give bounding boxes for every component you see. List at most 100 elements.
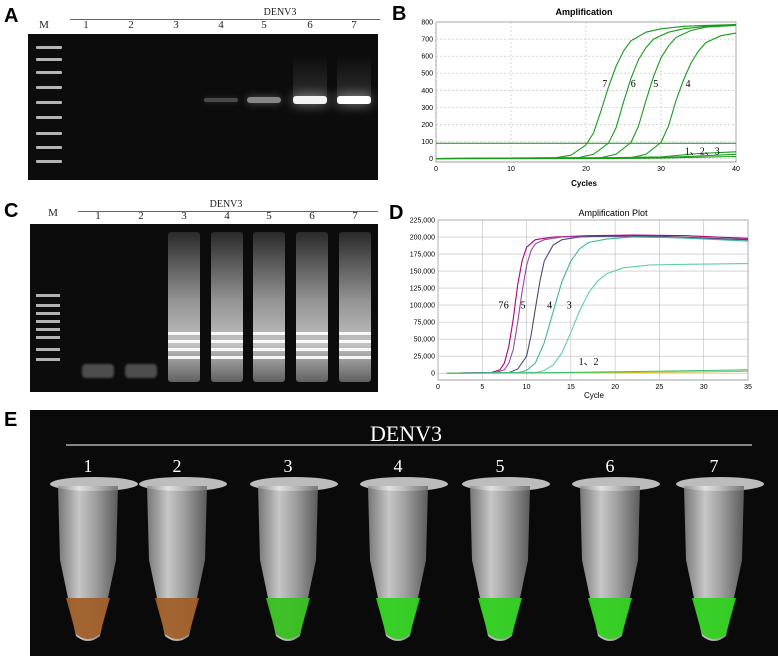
chart-d-annotation: 7 — [498, 301, 503, 312]
x-tick-label: 0 — [436, 384, 440, 391]
panel-e-letter: E — [4, 409, 18, 431]
x-tick-label: 0 — [434, 166, 438, 173]
panel-b-letter: B — [392, 3, 407, 25]
gel-c-ladder-band-product — [211, 348, 243, 351]
x-tick-label: 35 — [744, 384, 752, 391]
gel-c-rule — [78, 211, 378, 212]
series-5-line — [446, 235, 749, 374]
gel-c-ladder-band — [36, 320, 60, 323]
gel-c-ladder-band — [36, 348, 60, 351]
tube-liquid — [478, 598, 522, 639]
gel-a-band — [204, 97, 238, 102]
y-tick-label: 0 — [431, 371, 435, 378]
tubes-title: DENV3 — [370, 421, 442, 446]
gel-a-lane-label: 7 — [351, 19, 357, 31]
gel-c-ladder-band-product — [339, 332, 371, 335]
x-tick-label: 30 — [657, 166, 665, 173]
gel-c-smear — [339, 232, 371, 382]
chart-b-xlabel: Cycles — [571, 179, 597, 188]
gel-c-lane-label: 3 — [181, 210, 187, 222]
gel-c-ladder-band-product — [211, 356, 243, 359]
chart-d-annotation: 3 — [567, 301, 572, 312]
gel-a-ladder-band — [36, 146, 62, 149]
tube — [462, 477, 550, 641]
gel-c-ladder-band-product — [339, 340, 371, 343]
gel-a-rule — [70, 19, 380, 20]
gel-c-smear — [211, 232, 243, 382]
gel-c-ladder-band — [36, 358, 60, 361]
chart-b-annotation: 4 — [686, 79, 691, 90]
gel-a-smear — [337, 54, 371, 99]
gel-a-lane-label: 4 — [218, 19, 224, 31]
y-tick-label: 700 — [421, 37, 433, 44]
gel-a-smear — [293, 54, 327, 99]
gel-c-ladder-band-product — [211, 340, 243, 343]
x-tick-label: 5 — [480, 384, 484, 391]
tube — [50, 477, 138, 641]
y-tick-label: 300 — [421, 105, 433, 112]
gel-c-lane-label: 2 — [138, 210, 144, 222]
chart-b-annotation: 1、2、3 — [685, 146, 720, 157]
chart-b-title: Amplification — [555, 7, 612, 17]
gel-c-lane-label: 4 — [224, 210, 230, 222]
tube-liquid — [266, 598, 310, 639]
tube-liquid — [692, 598, 736, 639]
gel-c-ladder-band-product — [168, 340, 200, 343]
y-tick-label: 500 — [421, 71, 433, 78]
chart-b-annotations: 7 6 5 4 1、2、3 — [602, 79, 720, 157]
tube-liquid — [155, 598, 199, 639]
y-tick-label: 75,000 — [414, 320, 436, 327]
chart-b-lines — [435, 24, 737, 160]
gel-a-band — [247, 97, 281, 103]
gel-c-ladder-band-product — [211, 332, 243, 335]
gel-c-smear — [253, 232, 285, 382]
gel-c-lane-label: 1 — [95, 210, 101, 222]
y-tick-label: 225,000 — [410, 218, 435, 225]
gel-c-ladder-band-product — [296, 340, 328, 343]
tubes-photo: DENV3 1 2 3 4 5 6 7 — [30, 410, 778, 656]
gel-a-ladder-band — [36, 58, 62, 61]
gel-c-title: DENV3 — [209, 199, 243, 210]
gel-a-ladder-band — [36, 116, 62, 119]
chart-d-annotation: 6 — [504, 301, 509, 312]
series-3-line — [436, 155, 737, 160]
gel-a-lane-label: 6 — [307, 19, 313, 31]
gel-a-ladder-band — [36, 132, 62, 135]
gel-c-smear — [168, 232, 200, 382]
chart-d-ticks: 0 5 10 15 20 25 30 35025,00050,00075,000100,000… — [410, 218, 752, 392]
y-tick-label: 25,000 — [414, 354, 436, 361]
gel-c-lane-label: 7 — [352, 210, 358, 222]
gel-c-ladder-band-product — [339, 356, 371, 359]
gel-a-marker-label: M — [39, 19, 49, 31]
chart-d-annotations: 7 6 5 4 3 1、2 — [498, 301, 598, 369]
gel-c-ladder-band — [36, 304, 60, 307]
gel-a-ladder-band — [36, 160, 62, 163]
gel-c-lane-label: 5 — [266, 210, 272, 222]
gel-c-ladder-band-product — [253, 332, 285, 335]
chart-b-annotation: 7 — [602, 79, 607, 90]
chart-d-title: Amplification Plot — [578, 208, 648, 218]
series-6-line — [435, 24, 737, 160]
tube-label: 2 — [173, 456, 182, 476]
tube-label: 4 — [394, 456, 403, 476]
gel-c-ladder-band — [36, 328, 60, 331]
gel-a-ladder-band — [36, 46, 62, 49]
chart-d-annotation: 1、2 — [579, 357, 599, 368]
tube — [676, 477, 764, 641]
x-tick-label: 10 — [507, 166, 515, 173]
gel-c-ladder-band-product — [296, 332, 328, 335]
series-2-line — [446, 369, 749, 374]
y-tick-label: 100,000 — [410, 303, 435, 310]
gel-a-ladder-band — [36, 71, 62, 74]
x-tick-label: 10 — [523, 384, 531, 391]
series-4-line — [435, 32, 737, 160]
gel-c-ladder-band-product — [296, 348, 328, 351]
y-tick-label: 150,000 — [410, 269, 435, 276]
gel-c-ladder-band-product — [168, 356, 200, 359]
gel-a-lane-label: 3 — [173, 19, 179, 31]
gel-a-lane-label: 5 — [261, 19, 267, 31]
gel-c-ladder-band-product — [168, 332, 200, 335]
gel-a-image — [28, 34, 378, 180]
y-tick-label: 800 — [421, 20, 433, 27]
gel-c-ladder-band-product — [253, 356, 285, 359]
